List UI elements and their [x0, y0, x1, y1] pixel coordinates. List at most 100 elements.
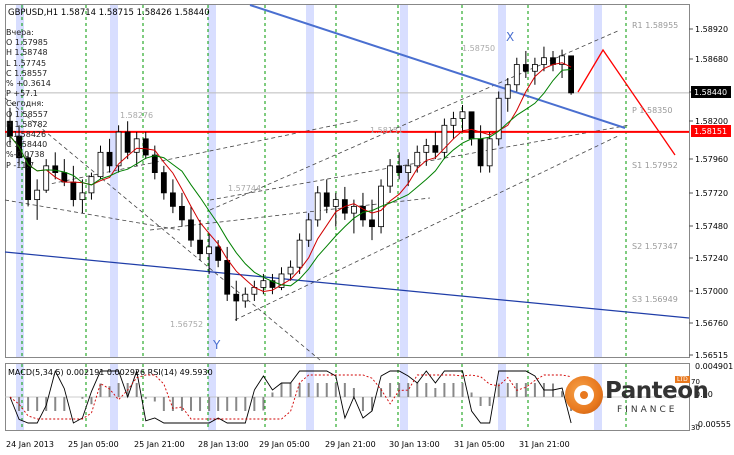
candle — [242, 287, 249, 308]
yesterday-change: % +0.3614 — [6, 79, 51, 89]
time-tick-label: 30 Jan 13:00 — [389, 440, 440, 449]
candle-body — [450, 118, 457, 126]
session-band — [306, 5, 314, 357]
candle — [233, 280, 240, 321]
today-close: C 1.58440 — [6, 140, 48, 150]
today-change: %-0.0738 — [6, 150, 45, 160]
price-tick-label: 1.56515 — [695, 351, 728, 360]
candle — [432, 132, 439, 160]
macd-signal-line — [9, 374, 572, 420]
session-band — [208, 5, 216, 357]
brand-circle-icon — [565, 376, 603, 414]
candle — [278, 267, 285, 291]
indicator-tick-label: 0.004901 — [695, 362, 733, 371]
forecast-arrow — [577, 48, 676, 156]
session-band — [16, 5, 24, 357]
candle-body — [305, 219, 312, 241]
candle — [559, 49, 565, 78]
rsi-level-label: 70 — [691, 378, 700, 386]
candle — [332, 192, 339, 227]
chart-price-label: 1.57744 — [228, 184, 261, 193]
time-axis: 24 Jan 2013 25 Jan 05:00 25 Jan 21:00 28 Ja… — [6, 440, 570, 449]
chart-price-label: 1.58750 — [462, 44, 495, 53]
time-tick-label: 25 Jan 21:00 — [134, 440, 185, 449]
price-tick-label: 1.56760 — [695, 319, 728, 328]
candle — [360, 192, 366, 227]
ma-slow-line — [9, 69, 572, 287]
forecast-line — [577, 48, 676, 156]
candle-body — [124, 131, 131, 153]
brand-logo: Panteon FINANCE LTD — [565, 376, 709, 418]
trend-line-navy — [4, 251, 690, 319]
candle — [179, 192, 185, 227]
yesterday-high: H 1.58748 — [6, 48, 48, 58]
candle-body — [151, 154, 158, 173]
time-tick-label: 25 Jan 05:00 — [68, 440, 119, 449]
candle-body — [97, 151, 104, 178]
candle-body — [160, 172, 167, 194]
time-tick-label: 24 Jan 2013 — [6, 440, 54, 449]
candle — [405, 159, 412, 187]
current-price-label: 1.58440 — [694, 88, 727, 97]
chart-price-label: 1.58276 — [120, 111, 153, 120]
rsi-line — [9, 369, 572, 424]
candle — [34, 179, 41, 220]
candle-body — [269, 280, 276, 288]
chart-labels: 1.58276 1.58151 1.57744 1.56752 1.58750 X Y R1 … — [120, 21, 678, 352]
indicator-label: MACD(5,34,5) 0.002191 0.002926 RSI(14) 4… — [8, 368, 213, 377]
time-tick-label: 31 Jan 21:00 — [519, 440, 570, 449]
brand-sub: FINANCE — [617, 405, 678, 415]
candle — [513, 57, 520, 92]
price-tick-label: 1.57240 — [695, 254, 728, 263]
candle — [323, 179, 330, 214]
pivot-label: R1 1.58955 — [632, 21, 678, 30]
candle — [541, 46, 547, 72]
channel-line — [234, 134, 621, 321]
candle-body — [522, 64, 529, 72]
wave-label-x: X — [506, 30, 514, 44]
today-label: Сегодня: — [6, 99, 44, 109]
yesterday-points: P +57.1 — [6, 89, 38, 99]
price-tick-label: 1.58920 — [695, 25, 728, 34]
candle — [486, 132, 493, 173]
session-band — [400, 5, 408, 357]
candle — [568, 55, 574, 95]
brand-name: Panteon — [605, 378, 709, 404]
candle — [396, 152, 403, 180]
session-band — [498, 5, 506, 357]
yesterday-low: L 1.57745 — [6, 58, 47, 68]
candle-body — [142, 138, 149, 156]
candle-body — [242, 293, 249, 302]
candle — [387, 159, 394, 193]
candle — [160, 165, 167, 200]
candle — [369, 199, 375, 241]
candle-body — [468, 111, 475, 140]
candle-body — [541, 57, 547, 65]
candle-body — [323, 192, 330, 207]
candle-body — [350, 205, 357, 214]
candle-body — [70, 181, 77, 201]
candle — [79, 179, 86, 214]
channel-line — [4, 199, 181, 231]
candle-body — [432, 145, 439, 153]
candle — [495, 91, 502, 146]
candle — [151, 145, 158, 180]
candle-body — [296, 239, 303, 268]
candle — [206, 233, 213, 274]
candle-body — [495, 97, 502, 140]
candle-body — [332, 199, 339, 207]
candle-body — [414, 151, 421, 167]
candle-body — [25, 157, 32, 201]
candle-body — [179, 205, 185, 221]
candle-body — [52, 165, 59, 173]
candle-body — [188, 219, 194, 241]
pivot-label: S2 1.57347 — [632, 242, 678, 251]
price-tick-label: 1.58680 — [695, 55, 728, 64]
ma-fast-line — [9, 62, 572, 293]
candle — [43, 159, 50, 193]
price-tick-label: 1.57960 — [695, 155, 728, 164]
session-band — [594, 5, 602, 357]
candle-body — [106, 151, 113, 167]
